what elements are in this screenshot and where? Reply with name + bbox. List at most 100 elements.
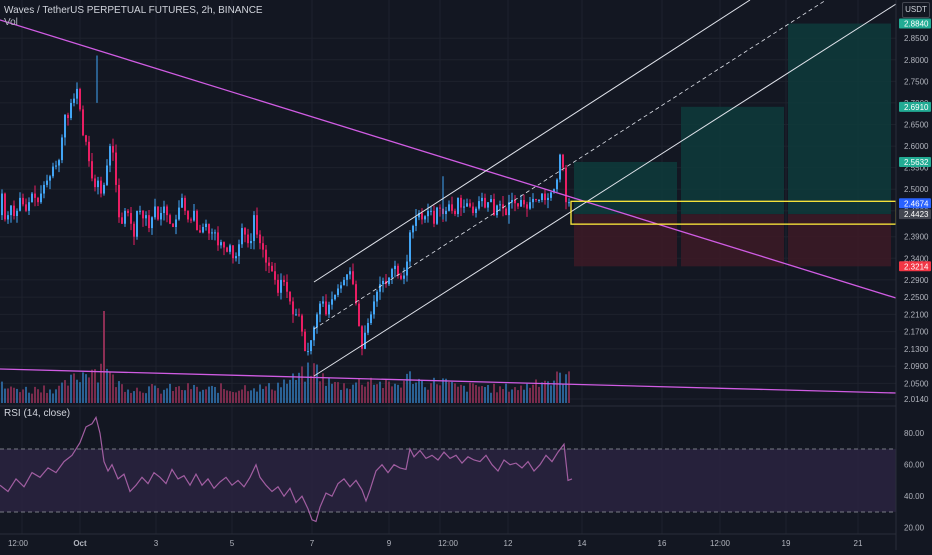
volume-bar [151,384,153,403]
volume-bar [469,382,471,403]
candle-body [484,197,486,208]
volume-bar [259,384,261,403]
price-badge-label: 2.4674 [904,199,929,208]
volume-bar [220,383,222,403]
candle-body [520,200,522,207]
volume-bar [433,377,435,403]
volume-bar [415,382,417,403]
candle-body [412,225,414,233]
volume-bar [562,384,564,403]
volume-trendline [0,368,897,394]
volume-bar [283,379,285,403]
volume-bar [460,384,462,403]
volume-bar [133,391,135,403]
candle-body [547,197,549,201]
volume-bar [544,380,546,403]
candle-body [388,277,390,285]
candle-body [514,200,516,204]
volume-bar [115,387,117,403]
volume-bar [55,389,57,403]
candle-body [307,351,309,353]
candle-body [358,303,360,327]
candle-body [244,228,246,235]
time-tick-label: 9 [387,539,392,548]
rsi-tick-label: 40.00 [904,492,925,501]
candle-body [490,198,492,203]
volume-bar [298,372,300,403]
candle-body [154,206,156,218]
candle-body [247,234,249,244]
candle-body [496,205,498,216]
volume-bar [28,392,30,403]
volume-bar [262,388,264,403]
volume-bar [25,386,27,403]
volume-bar [43,385,45,403]
volume-bar [370,377,372,403]
price-tick-label: 2.0500 [904,379,929,388]
volume-bar [4,388,6,403]
candle-body [430,210,432,212]
volume-bar [484,386,486,403]
candle-body [316,314,318,328]
volume-bar [550,385,552,403]
candle-body [322,301,324,304]
candle-body [34,193,36,198]
time-tick-label: Oct [73,539,87,548]
volume-bar [97,382,99,403]
candle-body [544,193,546,201]
volume-bar [106,368,108,403]
volume-bar [34,386,36,403]
volume-bar [154,385,156,403]
volume-bar [472,383,474,403]
price-tick-label: 2.1700 [904,328,929,337]
candle-body [169,215,171,224]
candle-body [301,315,303,332]
channel-lower-line [313,3,897,377]
volume-bar [286,383,288,403]
candle-body [367,323,369,333]
volume-bar [241,389,243,403]
volume-bar [247,391,249,403]
candle-body [394,265,396,270]
volume-bar [490,392,492,403]
currency-badge[interactable]: USDT [902,2,930,18]
candle-body [445,210,447,215]
candle-body [136,210,138,237]
volume-bar [61,382,63,403]
volume-bar [352,384,354,403]
volume-bar [208,386,210,403]
volume-bar [394,383,396,403]
candle-body [325,301,327,315]
volume-bar [217,392,219,403]
volume-bar [439,385,441,403]
candle-body [466,203,468,207]
candle-body [460,197,462,208]
volume-bar [313,363,315,403]
time-axis[interactable]: 12:00 Oct 3 5 7 9 12:00 12 14 16 12:00 19 21 [8,539,863,548]
candlesticks [1,55,570,356]
candle-body [196,210,198,231]
price-tick-label: 2.5000 [904,185,929,194]
candle-body [406,261,408,276]
candle-body [103,184,105,194]
candle-body [352,271,354,285]
price-axis[interactable]: 2.85002.80002.75002.70002.65002.60002.55… [895,0,932,550]
price-tick-label: 2.6000 [904,142,929,151]
time-tick-label: 12:00 [8,539,29,548]
volume-bar [337,382,339,403]
price-badge-label: 2.6910 [904,103,929,112]
rsi-tick-label: 60.00 [904,461,925,470]
trend-drawings[interactable] [0,0,897,394]
volume-bar [493,383,495,403]
candle-body [424,216,426,220]
candle-body [202,226,204,233]
volume-bar [244,385,246,403]
volume-bar [346,388,348,403]
candle-body [148,215,150,229]
volume-bar [88,377,90,403]
candle-body [346,274,348,280]
candle-body [139,210,141,212]
candle-body [253,215,255,242]
